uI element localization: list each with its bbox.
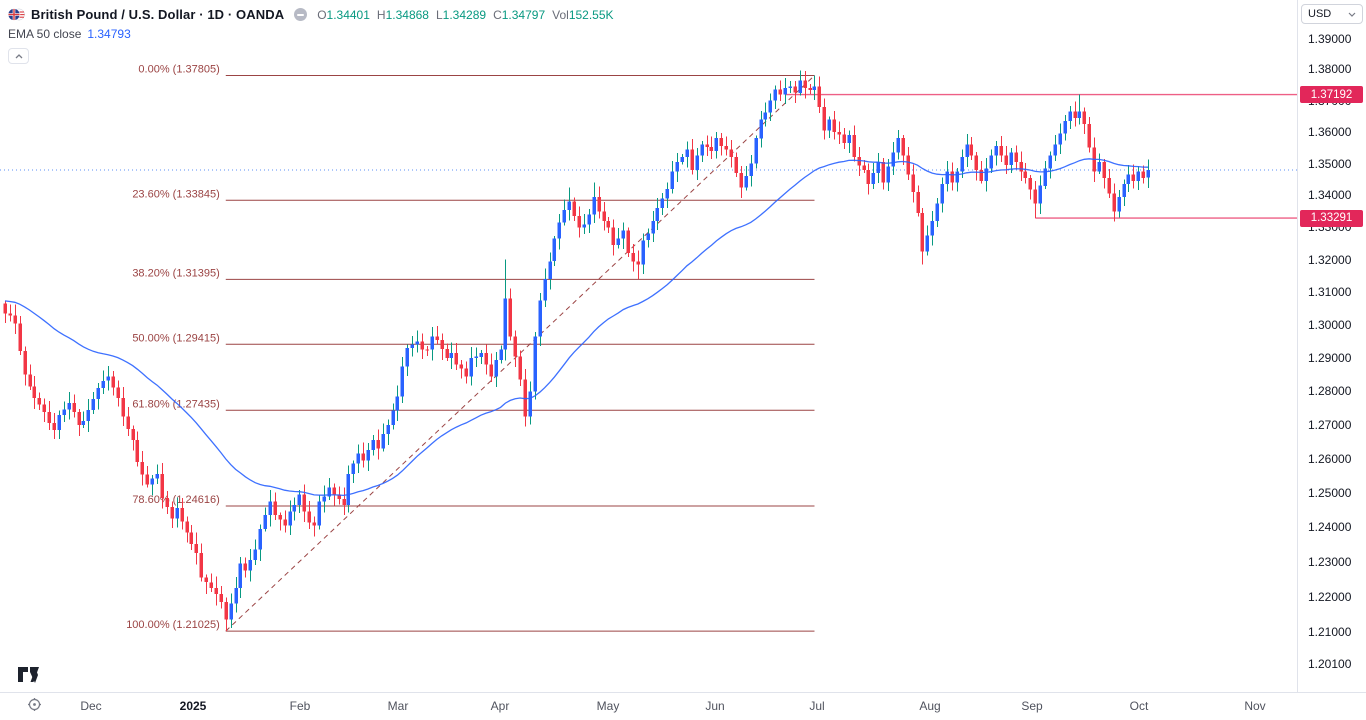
fib-level-label: 78.60% (1.24616) bbox=[132, 494, 219, 506]
price-tick-label: 1.32000 bbox=[1308, 252, 1352, 267]
volume-value: 152.55K bbox=[568, 7, 614, 22]
price-tick-label: 1.31000 bbox=[1308, 285, 1352, 300]
time-axis-month-label: Dec bbox=[80, 699, 102, 713]
price-tick-label: 1.25000 bbox=[1308, 485, 1352, 500]
market-status-icon bbox=[294, 8, 308, 21]
price-tick-label: 1.39000 bbox=[1308, 31, 1352, 46]
chevron-up-icon bbox=[15, 53, 22, 58]
price-tick-label: 1.35000 bbox=[1308, 156, 1352, 171]
fib-level-label: 38.20% (1.31395) bbox=[132, 267, 219, 279]
candlestick-series bbox=[3, 70, 1150, 632]
price-tick-label: 1.29000 bbox=[1308, 351, 1352, 366]
low-value: 1.34289 bbox=[442, 7, 487, 22]
time-axis-month-label: Feb bbox=[289, 699, 311, 713]
price-flag-label: 1.33291 bbox=[1300, 209, 1363, 227]
chart-plot-area[interactable]: 0.00% (1.37805) 23.60% (1.33845) 38.20% (1… bbox=[0, 0, 1297, 692]
price-tick-label: 1.27000 bbox=[1308, 417, 1352, 432]
price-tick-label: 1.24000 bbox=[1308, 520, 1352, 535]
fib-level-label: 61.80% (1.27435) bbox=[132, 398, 219, 410]
symbol-pair-icon bbox=[7, 7, 25, 22]
price-tick-label: 1.21000 bbox=[1308, 624, 1352, 639]
currency-selector[interactable]: USD bbox=[1301, 4, 1363, 24]
time-axis-month-label: Apr bbox=[490, 699, 510, 713]
time-axis-month-label: Sep bbox=[1021, 699, 1043, 713]
time-axis-month-label: Oct bbox=[1129, 699, 1149, 713]
axis-settings-gear-icon[interactable] bbox=[24, 694, 44, 714]
close-value: 1.34797 bbox=[501, 7, 546, 22]
time-axis[interactable]: Dec 2025 Feb Mar Apr May Jun Jul Aug Sep Oct Nov bbox=[0, 693, 1297, 720]
tradingview-logo[interactable] bbox=[17, 664, 41, 686]
indicator-name: EMA 50 close bbox=[8, 26, 82, 41]
price-axis-separator bbox=[1297, 0, 1298, 692]
time-axis-month-label: May bbox=[596, 699, 620, 713]
price-tick-label: 1.30000 bbox=[1308, 317, 1352, 332]
price-tick-label: 1.26000 bbox=[1308, 451, 1352, 466]
price-axis[interactable]: USD 1.390001.380001.370001.360001.350001… bbox=[1298, 0, 1366, 692]
open-value: 1.34401 bbox=[326, 7, 370, 22]
time-axis-month-label: Jul bbox=[809, 699, 825, 713]
ohlc-values: O1.34401 H1.34868 L1.34289 C1.34797 Vol1… bbox=[317, 7, 614, 22]
indicator-legend: EMA 50 close 1.34793 bbox=[8, 25, 614, 42]
fib-level-label: 50.00% (1.29415) bbox=[132, 332, 219, 344]
price-tick-label: 1.34000 bbox=[1308, 188, 1352, 203]
price-tick-label: 1.38000 bbox=[1308, 62, 1352, 77]
time-axis-separator bbox=[0, 692, 1366, 693]
chevron-down-icon bbox=[1348, 12, 1356, 17]
fib-level-label: 23.60% (1.33845) bbox=[132, 188, 219, 200]
time-axis-month-label: Nov bbox=[1244, 699, 1266, 713]
symbol-title[interactable]: British Pound / U.S. Dollar · 1D · OANDA bbox=[31, 7, 285, 22]
price-tick-label: 1.22000 bbox=[1308, 589, 1352, 604]
price-flag-label: 1.37192 bbox=[1300, 86, 1363, 104]
price-tick-label: 1.28000 bbox=[1308, 384, 1352, 399]
time-axis-month-label: Mar bbox=[387, 699, 409, 713]
time-axis-month-label: Jun bbox=[705, 699, 725, 713]
fib-level-label: 0.00% (1.37805) bbox=[138, 64, 219, 76]
ema-50-line[interactable] bbox=[4, 158, 1149, 497]
high-value: 1.34868 bbox=[385, 7, 429, 22]
price-tick-label: 1.36000 bbox=[1308, 124, 1352, 139]
currency-label: USD bbox=[1308, 8, 1332, 20]
price-tick-label: 1.23000 bbox=[1308, 554, 1352, 569]
chart-legend: British Pound / U.S. Dollar · 1D · OANDA… bbox=[7, 5, 614, 64]
indicator-value: 1.34793 bbox=[87, 26, 131, 41]
legend-collapse-button[interactable] bbox=[8, 48, 29, 64]
price-tick-label: 1.20100 bbox=[1308, 656, 1352, 671]
time-axis-month-label: 2025 bbox=[179, 699, 207, 713]
fib-level-label: 100.00% (1.21025) bbox=[126, 619, 220, 631]
time-axis-month-label: Aug bbox=[919, 699, 941, 713]
